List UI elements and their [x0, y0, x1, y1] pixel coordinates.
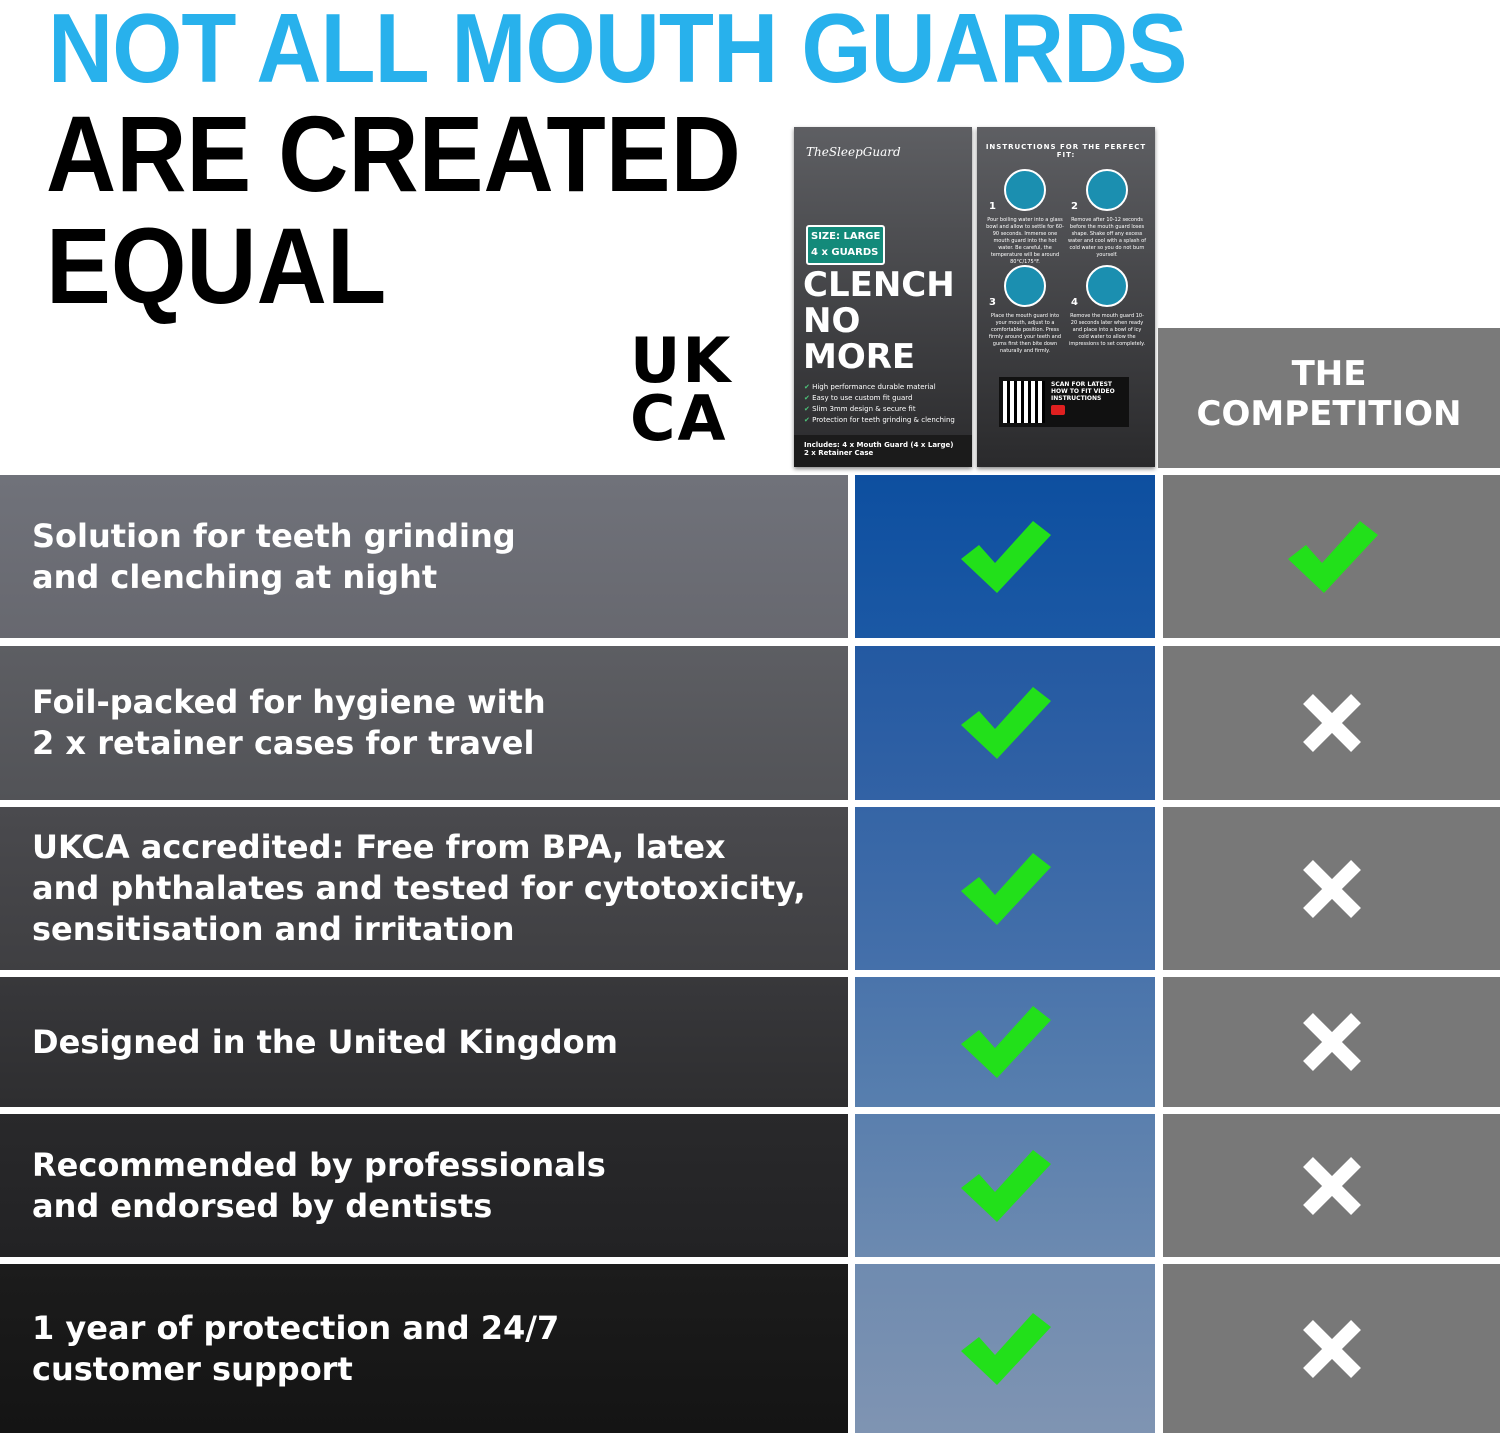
qr-block: SCAN FOR LATEST HOW TO FIT VIDEO INSTRUC… — [999, 377, 1129, 427]
feature-label: Solution for teeth grinding and clenchin… — [0, 475, 848, 638]
size-badge: SIZE: LARGE 4 x GUARDS — [806, 225, 886, 265]
feature-label: Designed in the United Kingdom — [0, 977, 848, 1107]
title-line: CLENCH — [803, 265, 955, 305]
instructions-title: INSTRUCTIONS FOR THE PERFECT FIT: — [985, 143, 1147, 159]
competition-cell — [1163, 807, 1500, 970]
check-icon — [961, 1149, 1051, 1222]
ukca-line1: UK — [630, 324, 733, 397]
check-icon — [961, 1006, 1051, 1078]
comparison-row: Foil-packed for hygiene with 2 x retaine… — [0, 646, 1500, 800]
cross-icon — [1302, 859, 1361, 918]
competition-cell — [1163, 646, 1500, 800]
our-product-cell — [855, 1114, 1155, 1257]
package-front-image: TheSleepGuard SIZE: LARGE 4 x GUARDS CLEN… — [794, 127, 972, 467]
feature-item: ✔ Easy to use custom fit guard — [804, 394, 913, 402]
brand-logo: TheSleepGuard — [806, 145, 901, 159]
comparison-row: Recommended by professionals and endorse… — [0, 1114, 1500, 1257]
feature-item: ✔ Slim 3mm design & secure fit — [804, 405, 916, 413]
competition-header: THE COMPETITION — [1158, 328, 1500, 468]
check-icon — [1287, 520, 1378, 593]
feature-label: Recommended by professionals and endorse… — [0, 1114, 848, 1257]
title-line: MORE — [803, 337, 916, 377]
size-label: SIZE: LARGE — [811, 231, 881, 242]
check-icon — [961, 1312, 1051, 1385]
feature-label: Foil-packed for hygiene with 2 x retaine… — [0, 646, 848, 800]
comparison-row: UKCA accredited: Free from BPA, latex an… — [0, 807, 1500, 970]
competition-cell — [1163, 1264, 1500, 1433]
title-line: NO — [803, 301, 861, 341]
comparison-row: 1 year of protection and 24/7 customer s… — [0, 1264, 1500, 1433]
qr-text: SCAN FOR LATEST HOW TO FIT VIDEO INSTRUC… — [1051, 381, 1115, 402]
qr-code-icon — [1003, 381, 1045, 423]
package-title: CLENCH NO MORE — [803, 267, 955, 375]
headline-line1: NOT ALL MOUTH GUARDS — [48, 0, 1188, 103]
check-icon: ✔ — [804, 416, 813, 424]
competition-cell — [1163, 977, 1500, 1107]
check-icon: ✔ — [804, 394, 813, 402]
step-icon — [1086, 169, 1128, 211]
count-label: 4 x GUARDS — [811, 247, 879, 258]
ukca-line2: CA — [630, 382, 728, 455]
includes-line: Includes: 4 x Mouth Guard (4 x Large) — [804, 441, 954, 449]
package-back-image: INSTRUCTIONS FOR THE PERFECT FIT: 1 Pour … — [977, 127, 1155, 467]
cross-icon — [1302, 1319, 1361, 1378]
our-product-cell — [855, 475, 1155, 638]
comparison-row: Designed in the United Kingdom — [0, 977, 1500, 1107]
feature-label: 1 year of protection and 24/7 customer s… — [0, 1264, 848, 1433]
our-product-cell — [855, 977, 1155, 1107]
our-product-cell — [855, 646, 1155, 800]
feature-item: ✔ High performance durable material — [804, 383, 936, 391]
check-icon — [961, 852, 1051, 925]
competition-cell — [1163, 1114, 1500, 1257]
cross-icon — [1302, 1013, 1361, 1071]
instruction-step: 1 Pour boiling water into a glass bowl an… — [985, 169, 1065, 266]
ukca-logo: UK CA — [630, 324, 733, 455]
check-icon — [961, 520, 1051, 593]
package-includes: Includes: 4 x Mouth Guard (4 x Large) 2 x… — [794, 435, 972, 467]
feature-label: UKCA accredited: Free from BPA, latex an… — [0, 807, 848, 970]
check-icon: ✔ — [804, 383, 813, 391]
check-icon: ✔ — [804, 405, 813, 413]
package-features: ✔ High performance durable material ✔ Ea… — [804, 382, 955, 426]
headline-line3-text: EQUAL — [46, 205, 387, 326]
comparison-row: Solution for teeth grinding and clenchin… — [0, 475, 1500, 638]
cross-icon — [1302, 1156, 1361, 1215]
feature-item: ✔ Protection for teeth grinding & clench… — [804, 416, 955, 424]
headline-line2-text: ARE CREATED — [46, 93, 741, 214]
step-icon — [1086, 265, 1128, 307]
instruction-step: 3 Place the mouth guard into your mouth, … — [985, 265, 1065, 355]
our-product-cell — [855, 807, 1155, 970]
includes-line: 2 x Retainer Case — [804, 449, 874, 457]
youtube-icon — [1051, 405, 1065, 415]
our-product-cell — [855, 1264, 1155, 1433]
step-icon — [1004, 265, 1046, 307]
instruction-step: 4 Remove the mouth guard 10-20 seconds la… — [1067, 265, 1147, 348]
instruction-step: 2 Remove after 10-12 seconds before the m… — [1067, 169, 1147, 259]
check-icon — [961, 687, 1051, 759]
step-icon — [1004, 169, 1046, 211]
cross-icon — [1302, 694, 1361, 752]
headline-line2: ARE CREATED EQUAL — [46, 98, 741, 322]
competition-cell — [1163, 475, 1500, 638]
